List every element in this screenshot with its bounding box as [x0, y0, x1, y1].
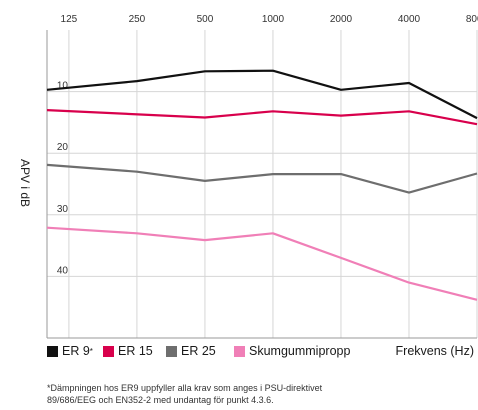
legend-swatch-er25	[166, 345, 177, 357]
series-line-er-9	[46, 69, 478, 120]
y-tick-label-20: 20	[57, 142, 69, 153]
y-tick-label-30: 30	[57, 204, 69, 215]
legend-label-er9: ER 9	[62, 344, 90, 358]
x-tick-labels: 125 250 500 1000 2000 4000 8000	[61, 14, 478, 25]
series-lines	[46, 69, 478, 301]
y-tick-label-10: 10	[57, 81, 69, 92]
legend: ER 9 * ER 15 ER 25 Skumgummipropp Frekven…	[47, 344, 477, 364]
legend-item-skumgummipropp: Skumgummipropp	[234, 344, 350, 358]
footnote: *Dämpningen hos ER9 uppfyller alla krav …	[47, 382, 467, 406]
y-tick-label-40: 40	[57, 265, 69, 276]
y-tick-labels: 10 20 30 40	[57, 81, 69, 277]
footnote-line-1: *Dämpningen hos ER9 uppfyller alla krav …	[47, 383, 323, 393]
x-tick-label-4000: 4000	[398, 14, 421, 25]
x-axis-label: Frekvens (Hz)	[395, 344, 474, 358]
legend-label-skumgummipropp: Skumgummipropp	[249, 344, 351, 358]
legend-item-er15: ER 15	[103, 344, 153, 358]
x-tick-label-8000: 8000	[466, 14, 478, 25]
x-tick-label-2000: 2000	[330, 14, 353, 25]
legend-item-er25: ER 25	[166, 344, 216, 358]
x-tick-label-125: 125	[61, 14, 78, 25]
series-line-er-25	[46, 163, 478, 194]
series-line-skumgummipropp	[46, 226, 478, 301]
series-line-er-15	[46, 109, 478, 126]
legend-swatch-skumgummipropp	[234, 345, 245, 357]
footnote-line-2: 89/686/EEG och EN352-2 med undantag för …	[47, 395, 274, 405]
legend-label-er15: ER 15	[118, 344, 153, 358]
x-tick-label-250: 250	[129, 14, 146, 25]
plot-frame	[46, 30, 477, 339]
legend-label-er9-asterisk: *	[89, 346, 93, 356]
grid	[47, 30, 478, 338]
y-axis-label: APV i dB	[18, 159, 32, 207]
legend-swatch-er9	[47, 345, 58, 357]
legend-item-er9: ER 9 *	[47, 344, 93, 358]
legend-swatch-er15	[103, 345, 114, 357]
x-tick-label-1000: 1000	[262, 14, 285, 25]
legend-label-er25: ER 25	[181, 344, 216, 358]
x-tick-label-500: 500	[197, 14, 214, 25]
line-chart: 125 250 500 1000 2000 4000 8000 10 20 30 40 APV i…	[18, 14, 478, 339]
